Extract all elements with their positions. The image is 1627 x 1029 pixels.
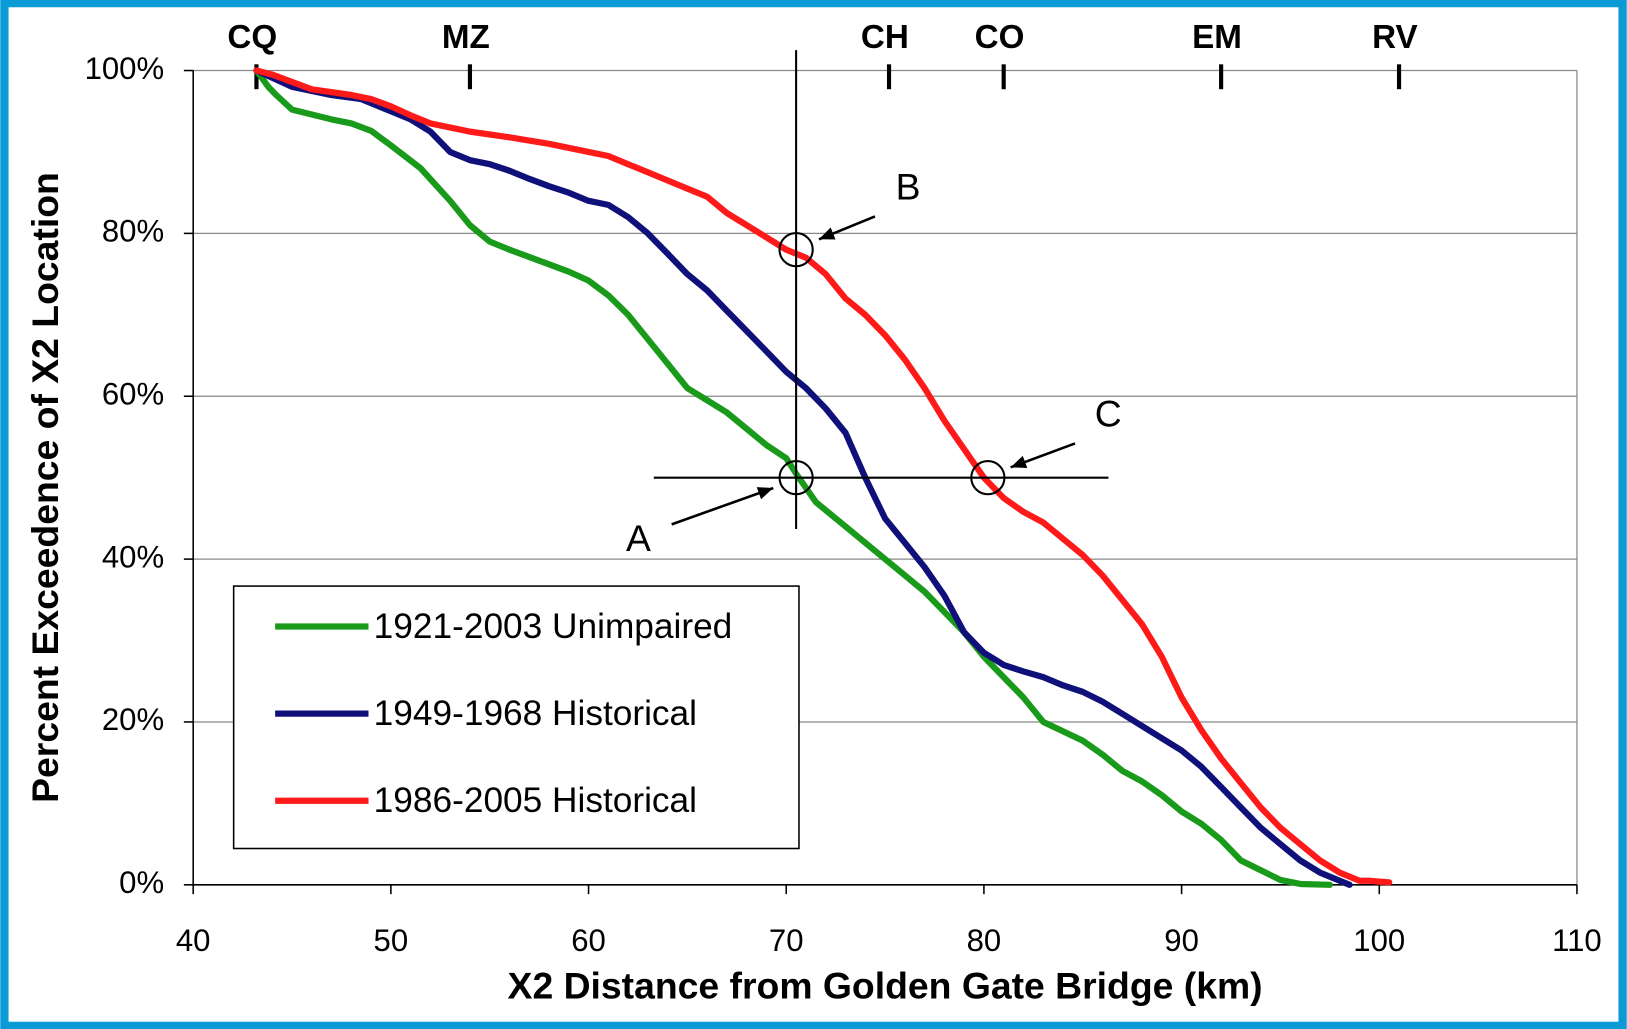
annotation-circle	[778, 232, 814, 268]
annotation-circle	[778, 460, 814, 496]
x-axis-title: X2 Distance from Golden Gate Bridge (km)	[508, 964, 1263, 1006]
annotation-label: C	[1095, 392, 1122, 434]
station-label: CO	[975, 19, 1025, 56]
x-tick-label: 70	[769, 923, 804, 958]
y-tick-label: 0%	[119, 865, 164, 900]
x-tick-label: 80	[967, 923, 1002, 958]
annotation-circle	[970, 460, 1006, 496]
series-line	[253, 67, 1353, 888]
y-tick-label: 40%	[102, 539, 164, 574]
station-label: MZ	[442, 19, 490, 56]
annotation-label: A	[626, 517, 651, 559]
station-label: EM	[1192, 19, 1242, 56]
legend-box	[232, 585, 800, 850]
station-label: CH	[861, 19, 909, 56]
x-tick-label: 50	[374, 923, 409, 958]
legend-label: 1949-1968 Historical	[374, 694, 697, 733]
arrow-head	[1010, 455, 1028, 469]
y-tick-label: 80%	[102, 214, 164, 249]
x-tick-label: 110	[1552, 923, 1602, 958]
y-tick-label: 20%	[102, 702, 164, 737]
annotation-arrow	[671, 486, 774, 526]
legend-label: 1921-2003 Unimpaired	[374, 607, 733, 646]
station-label: CQ	[227, 19, 277, 56]
arrow-head	[818, 227, 836, 240]
x-tick-label: 90	[1164, 923, 1199, 958]
series-line	[253, 67, 1333, 888]
y-tick-label: 60%	[102, 376, 164, 411]
series-line	[253, 67, 1393, 886]
station-label: RV	[1372, 19, 1418, 56]
arrow-head	[756, 487, 774, 500]
y-axis-title: Percent Exceedence of X2 Location	[24, 172, 66, 803]
x-tick-label: 40	[176, 923, 211, 958]
y-tick-label: 100%	[85, 51, 165, 86]
x-tick-label: 100	[1353, 923, 1405, 958]
legend-label: 1986-2005 Historical	[374, 781, 697, 820]
annotation-label: B	[896, 165, 921, 207]
x-tick-label: 60	[571, 923, 606, 958]
